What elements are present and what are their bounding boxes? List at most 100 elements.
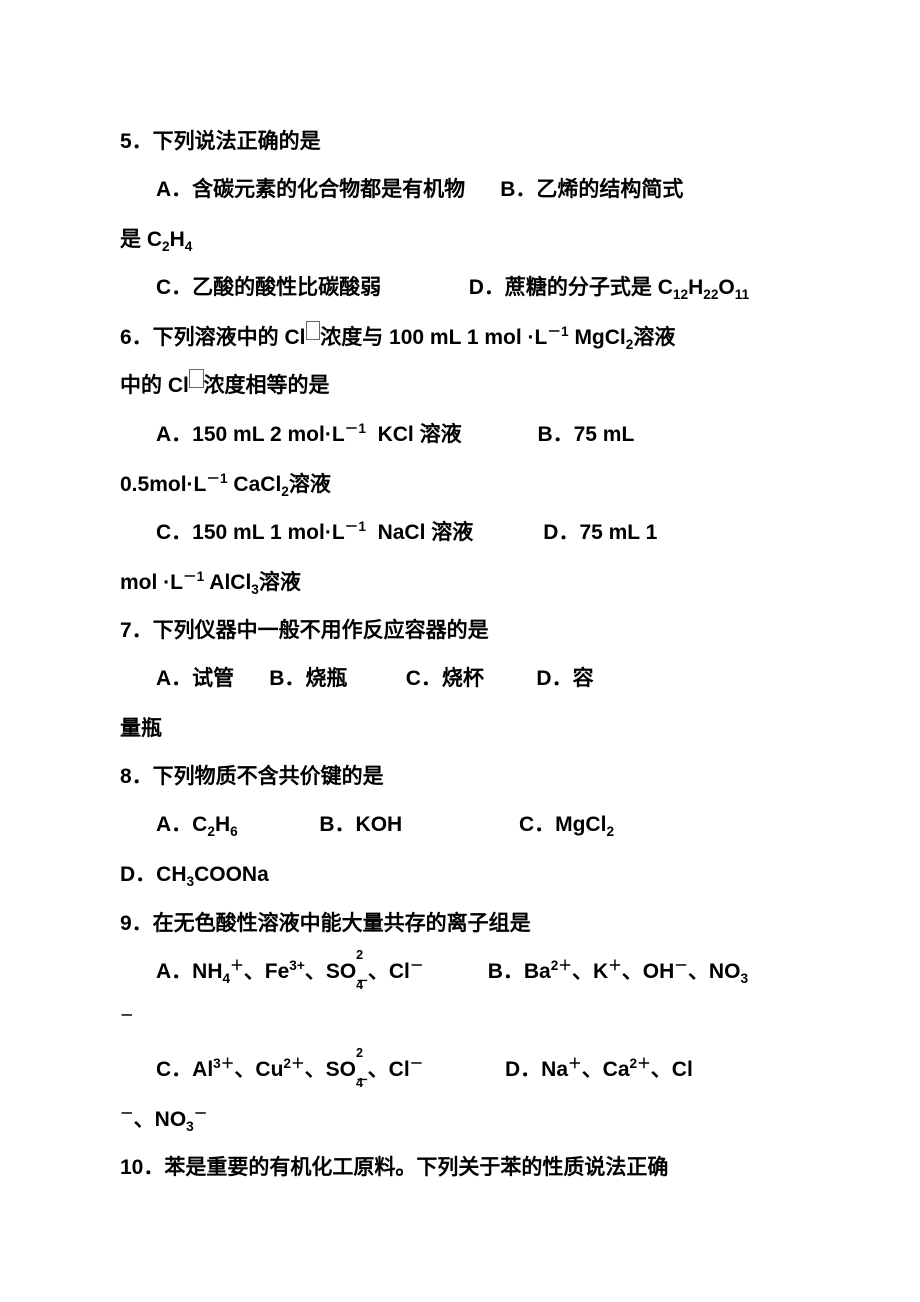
text: 、Cl — [368, 1058, 410, 1081]
q9-row2: C．Al3＋、Cu2＋、SO 2－4、Cl－ D．Na＋、Ca2＋、Cl — [120, 1048, 810, 1092]
q6-b-cont: 0.5mol·L－1 CaCl2溶液 — [120, 463, 810, 507]
sub: 6 — [230, 825, 238, 840]
sup: ＋ — [568, 1056, 582, 1071]
text: C．MgCl — [519, 813, 607, 836]
sub: 2 — [606, 825, 614, 840]
sub: 2 — [207, 825, 215, 840]
q9-row1: A．NH4＋、Fe3+、SO 2－4、Cl－ B．Ba2＋、K＋、OH－、NO3 — [120, 950, 810, 994]
q8-d: D．CH3COONa — [120, 853, 810, 897]
sub: 4 — [223, 971, 231, 986]
sup: － — [410, 1056, 424, 1071]
q7-d: D．容 — [536, 667, 593, 690]
text: MgCl — [569, 326, 626, 349]
sup: －1 — [547, 324, 568, 339]
sup: 3+ — [289, 958, 305, 973]
text: 0.5mol·L — [120, 473, 206, 496]
sup: － — [674, 958, 688, 973]
q7-d-cont: 量瓶 — [120, 707, 810, 751]
gap — [347, 667, 405, 690]
sub: 3 — [740, 971, 748, 986]
text: D．CH — [120, 863, 187, 886]
sup: 3＋ — [213, 1056, 234, 1071]
q6-d: D．75 mL 1 — [543, 521, 657, 544]
sup: －1 — [345, 421, 366, 436]
text: 6．下列溶液中的 Cl — [120, 326, 306, 349]
q7-stem: 7．下列仪器中一般不用作反应容器的是 — [120, 609, 810, 653]
q5-c: C．乙酸的酸性比碳酸弱 — [156, 276, 381, 299]
q8-opts: A．C2H6 B．KOH C．MgCl2 — [120, 803, 810, 847]
sub: 3 — [187, 875, 195, 890]
text: mol ·L — [120, 571, 183, 594]
q6-stem-l2: 中的 Cl 浓度相等的是 — [120, 364, 810, 408]
gap — [402, 813, 519, 836]
text: 、Cl — [368, 960, 410, 983]
text: AlCl — [204, 571, 251, 594]
text: D．蔗糖的分子式是 C — [469, 276, 673, 299]
q10-stem: 10．苯是重要的有机化工原料。下列关于苯的性质说法正确 — [120, 1146, 810, 1190]
q7-a: A．试管 — [156, 667, 234, 690]
q5-d: D．蔗糖的分子式是 C12H22O11 — [469, 276, 749, 299]
gap — [484, 667, 537, 690]
sub: 22 — [703, 287, 718, 302]
text: H — [215, 813, 230, 836]
sup: － — [410, 958, 424, 973]
text: 、SO — [305, 960, 356, 983]
q7-b: B．烧瓶 — [269, 667, 347, 690]
sub: 4 — [185, 239, 193, 254]
q8-stem: 8．下列物质不含共价键的是 — [120, 755, 810, 799]
gap — [238, 813, 320, 836]
gap — [465, 178, 500, 201]
q8-a: A．C2H6 — [156, 813, 238, 836]
text: 、Cu — [234, 1058, 283, 1081]
text: 、Cl — [651, 1058, 693, 1081]
so4: 2－4 — [356, 1048, 368, 1092]
text: H — [688, 276, 703, 299]
q9-d-cont: －、NO3－ — [120, 1098, 810, 1142]
q6-row-c: C．150 mL 1 mol·L－1 NaCl 溶液 D．75 mL 1 — [120, 511, 810, 555]
sub: 4 — [356, 972, 363, 998]
text: 浓度与 100 mL 1 mol ·L — [320, 326, 547, 349]
q5-opts-row2: C．乙酸的酸性比碳酸弱 D．蔗糖的分子式是 C12H22O11 — [120, 266, 810, 310]
sup: 2＋ — [630, 1056, 651, 1071]
gap — [429, 960, 482, 983]
text: 、Ca — [582, 1058, 630, 1081]
q8-c: C．MgCl2 — [519, 813, 614, 836]
text: A．C — [156, 813, 207, 836]
text: NaCl 溶液 — [366, 521, 473, 544]
gap — [381, 276, 469, 299]
q6-c: C．150 mL 1 mol·L－1 NaCl 溶液 — [156, 521, 473, 544]
sub: 3 — [186, 1119, 194, 1134]
text: A．NH — [156, 960, 223, 983]
text: 、SO — [305, 1058, 356, 1081]
text: 中的 Cl — [120, 374, 189, 397]
q6-stem-l1: 6．下列溶液中的 Cl浓度与 100 mL 1 mol ·L－1 MgCl2溶液 — [120, 316, 810, 360]
q9-b: B．Ba2＋、K＋、OH－、NO3 — [488, 960, 748, 983]
q9-stem: 9．在无色酸性溶液中能大量共存的离子组是 — [120, 902, 810, 946]
text: CaCl — [228, 473, 282, 496]
sup: － — [194, 1106, 208, 1121]
text: 溶液 — [259, 571, 301, 594]
box-icon — [306, 321, 321, 340]
text: 浓度相等的是 — [204, 374, 330, 397]
sup: ＋ — [230, 958, 244, 973]
q5-a: A．含碳元素的化合物都是有机物 — [156, 178, 465, 201]
gap — [234, 667, 269, 690]
text: O — [718, 276, 734, 299]
sup: 2＋ — [283, 1056, 304, 1071]
q9-c: C．Al3＋、Cu2＋、SO 2－4、Cl－ — [156, 1058, 429, 1081]
text: 、NO — [688, 960, 741, 983]
sup: －1 — [183, 569, 204, 584]
q9-d: D．Na＋、Ca2＋、Cl — [505, 1058, 693, 1081]
box-icon — [189, 369, 204, 388]
sup: －1 — [206, 471, 227, 486]
q6-d-cont: mol ·L－1 AlCl3溶液 — [120, 561, 810, 605]
q7-opts: A．试管 B．烧瓶 C．烧杯 D．容 — [120, 657, 810, 701]
q5-b-cont: 是 C2H4 — [120, 218, 810, 262]
q6-b: B．75 mL — [537, 423, 634, 446]
sub: 11 — [735, 287, 749, 302]
q5-stem: 5．下列说法正确的是 — [120, 120, 810, 164]
q7-c: C．烧杯 — [406, 667, 484, 690]
sub: 2 — [281, 484, 289, 499]
so4: 2－4 — [356, 950, 368, 994]
q6-a: A．150 mL 2 mol·L－1 KCl 溶液 — [156, 423, 462, 446]
